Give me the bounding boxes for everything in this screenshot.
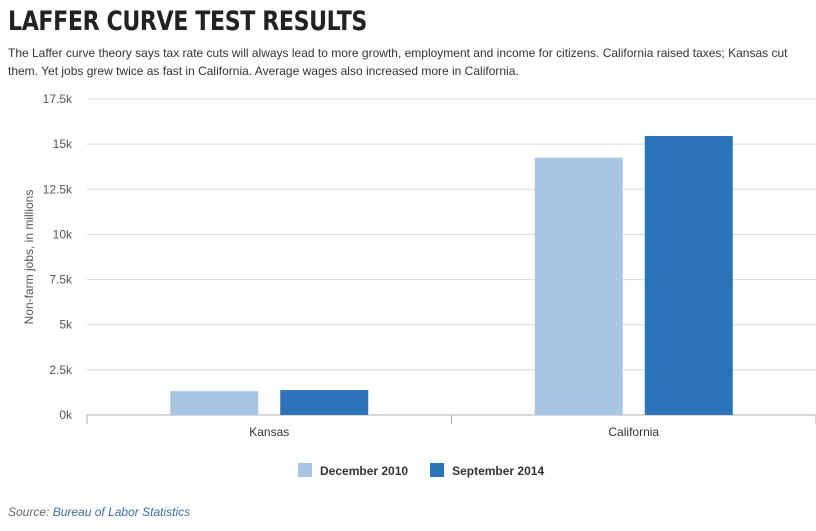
x-tick-label: Kansas [249, 425, 289, 439]
y-tick-label: 0k [59, 408, 73, 422]
legend-swatch [430, 463, 445, 477]
legend-label: September 2014 [452, 464, 544, 478]
y-tick-label: 10k [53, 227, 73, 241]
bar-california-0 [534, 157, 623, 415]
legend-swatch [298, 463, 312, 477]
y-tick-label: 7.5k [49, 273, 73, 287]
y-tick-label: 12.5k [43, 182, 73, 196]
legend-label: December 2010 [320, 464, 408, 478]
y-tick-label: 2.5k [49, 363, 73, 377]
source-link[interactable]: Bureau of Labor Statistics [52, 505, 191, 519]
y-axis-title: Non-farm jobs, in millions [22, 190, 36, 325]
source-note: Source: Bureau of Labor Statistics [8, 505, 190, 519]
y-tick-label: 17.5k [43, 92, 73, 106]
bar-kansas-0 [170, 391, 259, 415]
bar-california-1 [644, 136, 733, 415]
x-tick-label: California [608, 425, 659, 439]
chart-title: LAFFER CURVE TEST RESULTS [8, 6, 367, 37]
y-tick-label: 15k [53, 137, 73, 151]
bar-kansas-1 [280, 390, 369, 415]
y-tick-label: 5k [59, 318, 73, 332]
source-prefix: Source: [8, 505, 50, 519]
chart-subtitle: The Laffer curve theory says tax rate cu… [8, 46, 788, 78]
bar-chart: 0k 2.5k 5k 7.5k 10k 12.5k 15k 17.5k Non-farm job… [22, 92, 816, 478]
